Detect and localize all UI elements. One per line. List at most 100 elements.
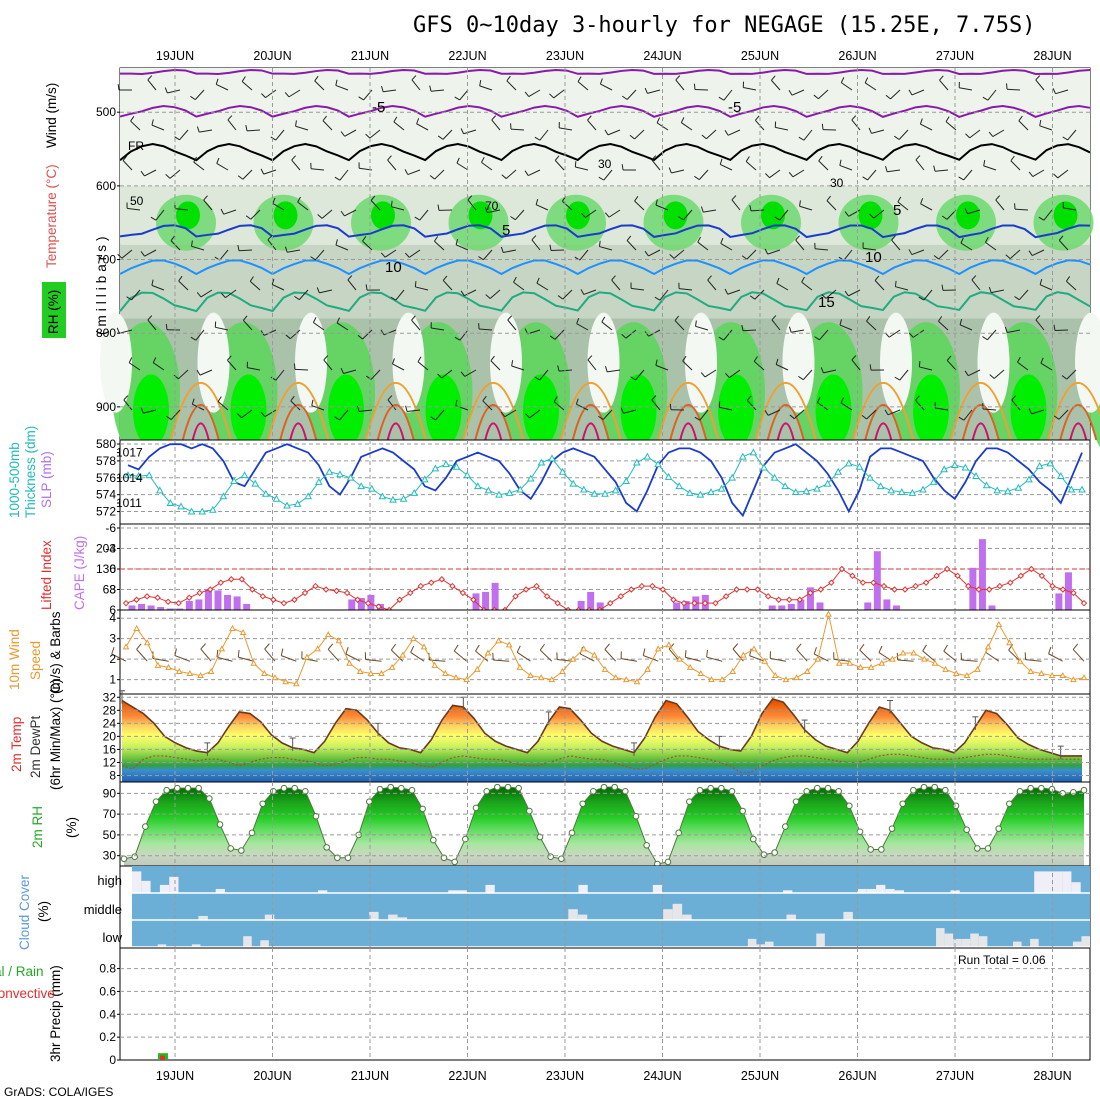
- lifted-marker: [786, 596, 793, 603]
- wind-barb-flag: [587, 115, 592, 121]
- wind-speed-marker: [431, 661, 439, 668]
- cloud-high-block: [1034, 871, 1044, 893]
- contour-25: [766, 404, 805, 441]
- wind-barb-flag: [788, 89, 793, 96]
- cloud-high-block: [1052, 871, 1063, 893]
- cape-bar: [357, 597, 365, 610]
- wind-barb-flag: [988, 131, 994, 137]
- rh-marker: [472, 804, 480, 812]
- lifted-marker: [1070, 589, 1077, 597]
- lifted-marker: [670, 596, 677, 603]
- thickness-marker: [325, 467, 334, 475]
- wind-barb: [298, 289, 309, 300]
- wind-barb: [275, 129, 285, 141]
- date-label-bottom: 26JUN: [838, 1069, 876, 1083]
- wind-speed-marker: [324, 631, 332, 638]
- wind-barb-flag: [416, 118, 420, 124]
- date-label-top: 24JUN: [643, 49, 681, 63]
- wind-barb: [679, 288, 693, 291]
- wind-barb-flag: [404, 169, 409, 175]
- wind-barb: [369, 129, 381, 139]
- wind-barb: [897, 201, 909, 211]
- wind-barb: [825, 289, 837, 299]
- wind-barb: [463, 129, 477, 135]
- wind-speed-marker: [441, 669, 449, 677]
- run-total: Run Total = 0.06: [958, 953, 1046, 967]
- date-label-top: 23JUN: [546, 49, 584, 63]
- wind-barb: [608, 209, 621, 218]
- contour-minus5: [119, 104, 1091, 119]
- wind-barb-flag: [429, 175, 435, 180]
- wind-barb-flag: [982, 96, 989, 101]
- wind-barb: [603, 169, 613, 181]
- surface-barb-flag: [216, 649, 219, 658]
- wind-speed-marker: [410, 635, 417, 642]
- thickness-marker: [664, 472, 673, 480]
- wind-barb: [745, 161, 757, 171]
- wind-barb-flag: [1028, 171, 1034, 177]
- contour-20: [657, 381, 720, 441]
- wind-barb-flag: [500, 246, 504, 253]
- lifted-marker: [301, 589, 309, 597]
- lifted-marker: [470, 596, 477, 603]
- wind-barb: [456, 162, 469, 171]
- lifted-marker: [364, 599, 372, 607]
- wind-barb-flag: [467, 195, 473, 201]
- wind-barb: [818, 160, 829, 171]
- wind-barb-flag: [587, 355, 593, 361]
- lifted-marker: [312, 582, 319, 590]
- wind-series: [111, 610, 1088, 687]
- wind-barb-flag: [580, 289, 585, 295]
- wind-barb: [263, 329, 277, 336]
- wind-barb: [607, 129, 621, 136]
- cloud-low-block: [953, 938, 962, 947]
- wind-barb-flag: [271, 278, 275, 285]
- cloud-high-block: [448, 890, 458, 893]
- surface-barb-flag: [684, 650, 687, 658]
- wind-barb: [863, 247, 877, 251]
- wind-barb-flag: [908, 249, 913, 255]
- wind-barb: [178, 280, 189, 291]
- surface-barb: [1025, 659, 1042, 662]
- wind-barb-flag: [964, 370, 969, 376]
- surface-barb-flag: [345, 647, 349, 655]
- wind-barb-flag: [411, 75, 417, 81]
- wind-barb: [478, 328, 493, 331]
- wind-barb: [599, 246, 613, 251]
- lifted-marker: [375, 603, 382, 610]
- wind-barb: [600, 83, 613, 91]
- lifted-marker: [628, 586, 635, 593]
- wind-barb-flag: [694, 175, 700, 181]
- wind-barb-flag: [801, 276, 805, 283]
- thickness-marker: [611, 486, 620, 494]
- rh-marker: [1038, 784, 1045, 792]
- wind-barb: [651, 159, 661, 171]
- date-label-top: 19JUN: [156, 49, 194, 63]
- rh-marker: [270, 787, 277, 795]
- surface-barb-flag: [1048, 646, 1052, 654]
- wind-barb: [992, 129, 1005, 138]
- wind-barb-flag: [290, 395, 295, 402]
- cloud-low-block: [764, 941, 774, 947]
- wind-barb-flag: [995, 195, 1001, 201]
- surface-barb: [281, 655, 297, 662]
- thickness-marker: [993, 486, 1002, 494]
- wind-barb: [539, 129, 549, 141]
- rh-marker: [259, 800, 266, 808]
- contour-label-10-b: 10: [865, 249, 882, 266]
- thickness-marker: [548, 454, 556, 462]
- rh-marker: [398, 784, 405, 792]
- wind-barb-flag: [217, 396, 222, 402]
- wind-barb: [731, 199, 741, 211]
- wind-barb: [767, 409, 781, 416]
- slp-line: [127, 443, 1083, 518]
- rh-marker: [419, 805, 426, 813]
- wind-barb: [729, 369, 741, 378]
- wind-speed-marker: [559, 667, 566, 674]
- lifted-marker: [943, 565, 951, 573]
- wind-barb-flag: [358, 96, 364, 101]
- contour-label-neg5-b: -5: [728, 99, 741, 116]
- lifted-marker: [680, 599, 688, 607]
- wind-speed-marker: [580, 645, 588, 652]
